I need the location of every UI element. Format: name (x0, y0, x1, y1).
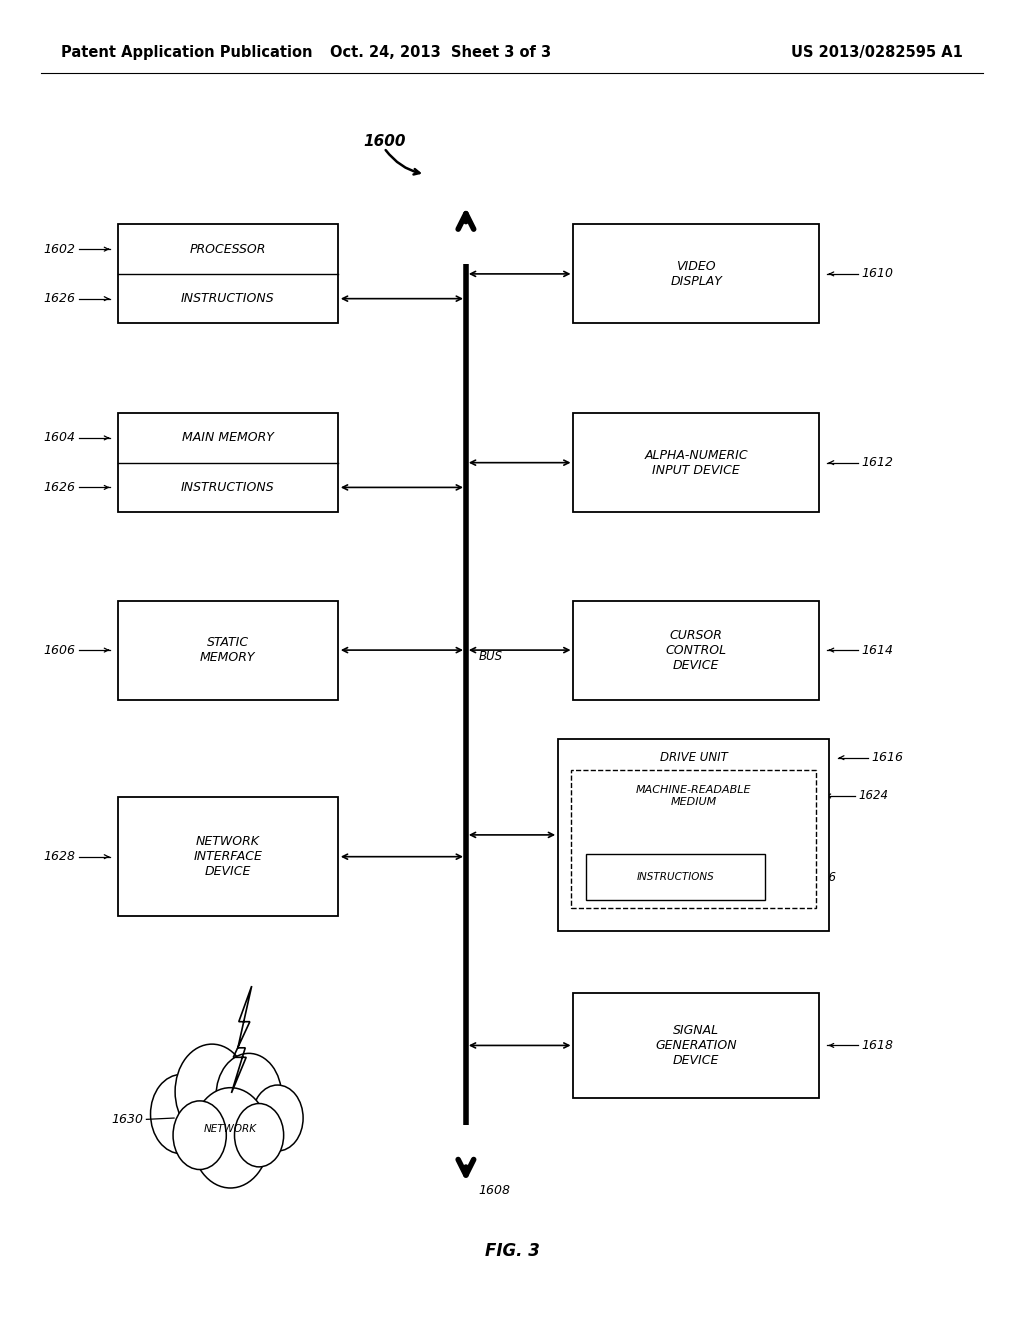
Text: STATIC
MEMORY: STATIC MEMORY (200, 636, 256, 664)
Circle shape (175, 1044, 249, 1139)
Text: 1600: 1600 (364, 133, 407, 149)
Text: 1626: 1626 (807, 871, 837, 883)
Text: Oct. 24, 2013  Sheet 3 of 3: Oct. 24, 2013 Sheet 3 of 3 (330, 45, 551, 61)
Text: CURSOR
CONTROL
DEVICE: CURSOR CONTROL DEVICE (666, 628, 727, 672)
Text: 1612: 1612 (861, 457, 893, 469)
Text: 1610: 1610 (861, 268, 893, 280)
Bar (586, 854, 765, 900)
Text: DRIVE UNIT: DRIVE UNIT (659, 751, 728, 764)
Circle shape (216, 1053, 282, 1138)
Text: NETWORK: NETWORK (204, 1123, 257, 1134)
Bar (118, 797, 338, 916)
Circle shape (191, 1088, 269, 1188)
Text: Patent Application Publication: Patent Application Publication (61, 45, 313, 61)
Bar (118, 224, 338, 323)
Text: MAIN MEMORY: MAIN MEMORY (182, 432, 273, 445)
Text: 1604: 1604 (44, 432, 76, 445)
Circle shape (252, 1085, 303, 1151)
Circle shape (151, 1074, 212, 1154)
Text: INSTRUCTIONS: INSTRUCTIONS (181, 480, 274, 494)
Circle shape (173, 1101, 226, 1170)
Text: FIG. 3: FIG. 3 (484, 1242, 540, 1261)
Bar (573, 601, 819, 700)
Bar (573, 993, 819, 1098)
Text: ALPHA-NUMERIC
INPUT DEVICE: ALPHA-NUMERIC INPUT DEVICE (644, 449, 749, 477)
Circle shape (234, 1104, 284, 1167)
Text: 1602: 1602 (44, 243, 76, 256)
Text: 1614: 1614 (861, 644, 893, 656)
Bar (571, 770, 816, 908)
Bar (118, 601, 338, 700)
Text: NETWORK
INTERFACE
DEVICE: NETWORK INTERFACE DEVICE (194, 836, 262, 878)
Text: 1628: 1628 (44, 850, 76, 863)
Text: VIDEO
DISPLAY: VIDEO DISPLAY (671, 260, 722, 288)
Text: SIGNAL
GENERATION
DEVICE: SIGNAL GENERATION DEVICE (655, 1024, 737, 1067)
Text: INSTRUCTIONS: INSTRUCTIONS (181, 292, 274, 305)
Text: 1624: 1624 (858, 789, 888, 803)
Text: 1608: 1608 (478, 1184, 510, 1197)
Text: US 2013/0282595 A1: US 2013/0282595 A1 (791, 45, 963, 61)
Text: 1618: 1618 (861, 1039, 893, 1052)
Bar (573, 224, 819, 323)
Bar (118, 413, 338, 512)
Bar (573, 413, 819, 512)
Text: 1606: 1606 (44, 644, 76, 656)
Bar (558, 739, 829, 931)
Text: 1626: 1626 (44, 292, 76, 305)
Text: 1616: 1616 (871, 751, 903, 764)
Text: INSTRUCTIONS: INSTRUCTIONS (637, 873, 714, 882)
Text: 1626: 1626 (44, 480, 76, 494)
Text: MACHINE-READABLE
MEDIUM: MACHINE-READABLE MEDIUM (636, 785, 752, 807)
Text: PROCESSOR: PROCESSOR (189, 243, 266, 256)
Text: 1630: 1630 (112, 1113, 143, 1126)
Text: BUS: BUS (478, 649, 503, 663)
